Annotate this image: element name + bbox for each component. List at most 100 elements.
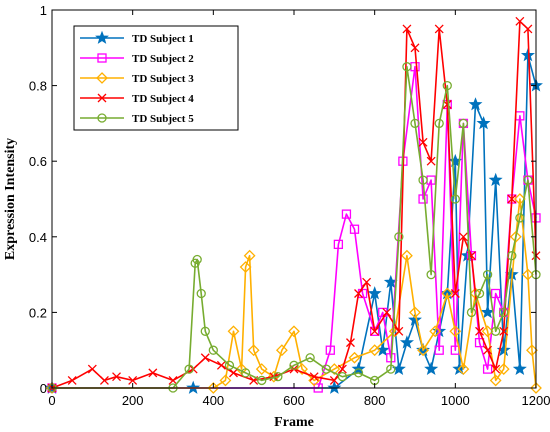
series-5-point [196, 288, 206, 299]
series-5-point [434, 118, 444, 129]
series-4-point [200, 353, 210, 363]
series-1-point [468, 97, 483, 111]
series-5-point [418, 175, 428, 185]
x-tick-label: 800 [364, 393, 386, 408]
series-3-point [530, 382, 542, 394]
series-5-point [321, 364, 331, 374]
series-5-point [208, 345, 218, 355]
series-5-point [386, 364, 396, 374]
legend-label: TD Subject 2 [132, 53, 194, 65]
series-4-point [434, 24, 444, 34]
series-1-point [488, 172, 503, 186]
legend-swatch-marker [97, 113, 107, 123]
x-tick-label: 1000 [441, 393, 470, 408]
legend-entry-4: TD Subject 4 [80, 93, 194, 105]
series-2-point [482, 364, 493, 374]
series-1-point [512, 361, 527, 375]
series-3-point [247, 344, 260, 357]
x-tick-label: 600 [283, 393, 305, 408]
series-4-point [370, 326, 380, 336]
series-1-point [476, 116, 491, 130]
series-4-point [499, 326, 509, 336]
series-4-point [346, 338, 355, 348]
series-1-line [52, 54, 537, 389]
series-3-point [429, 325, 442, 338]
series-4-point [458, 232, 468, 242]
series-3-point [288, 325, 300, 338]
series-5-point [394, 232, 404, 242]
series-5-point [482, 269, 493, 280]
series-5-point [474, 288, 485, 299]
series-5-point [257, 375, 267, 386]
series-1-point [327, 380, 342, 394]
series-4-point [112, 372, 121, 382]
series-4-point [475, 326, 484, 336]
y-tick-label: 0.2 [29, 305, 47, 320]
series-4-point [410, 43, 420, 53]
series-4-point [418, 137, 428, 147]
series-3-point [522, 268, 534, 281]
series-5-point [491, 326, 501, 336]
series-3-point [296, 363, 308, 376]
series-4-point [402, 24, 412, 34]
series-5-point [523, 175, 533, 185]
series-3-point [409, 306, 421, 319]
series-5-point [426, 269, 436, 280]
series-4 [47, 16, 541, 393]
series-4-point [523, 24, 533, 34]
series-4-point [309, 372, 319, 382]
series-4-point [515, 16, 525, 26]
series-4-point [354, 289, 363, 298]
series-5-point [507, 251, 517, 261]
series-3-point [348, 351, 361, 364]
series-3-point [481, 325, 494, 338]
series-4-point [148, 368, 158, 378]
series-1-point [424, 361, 439, 375]
series-5-point [184, 364, 194, 374]
series-2-point [333, 239, 344, 250]
series-3-line [52, 198, 537, 389]
series-layer [45, 16, 543, 394]
series-3-point [513, 193, 526, 205]
series-3-point [449, 325, 462, 338]
series-3-point [441, 287, 454, 300]
legend-swatch-marker [96, 72, 108, 84]
series-3-point [401, 249, 413, 262]
series-4-point [507, 194, 517, 204]
series-4-point [337, 364, 347, 374]
series-4-point [426, 156, 436, 166]
series-5 [47, 62, 541, 393]
series-5-line [52, 65, 537, 389]
legend-entry-3: TD Subject 3 [80, 72, 194, 85]
series-4-point [450, 289, 460, 298]
series-1-point [520, 48, 535, 62]
legend: TD Subject 1 TD Subject 2 TD Subject 3 TD S… [73, 25, 239, 131]
y-tick-label: 0.4 [29, 230, 47, 245]
x-tick-label: 200 [122, 393, 144, 408]
legend-label: TD Subject 1 [132, 33, 194, 45]
series-2-point [434, 345, 444, 355]
series-5-point [442, 80, 452, 91]
series-3-point [207, 382, 220, 394]
series-3-point [239, 261, 252, 273]
series-4-point [99, 375, 109, 385]
series-3-point [526, 344, 538, 357]
series-3-point [497, 363, 510, 376]
series-1-point [408, 312, 422, 326]
y-tick-label: 0.6 [29, 154, 47, 169]
series-4-point [128, 375, 138, 385]
series-1-point [399, 335, 414, 349]
series-2-point [418, 194, 428, 204]
series-2-point [491, 288, 501, 299]
legend-swatch-marker [97, 93, 107, 103]
legend-entry-1: TD Subject 1 [80, 30, 194, 45]
series-5-point [499, 307, 509, 318]
series-5-point [273, 372, 283, 382]
series-4-point [483, 345, 493, 355]
series-3-point [227, 325, 240, 338]
legend-entry-2: TD Subject 2 [80, 53, 194, 65]
series-2-point [349, 224, 360, 234]
x-tick-label: 400 [202, 393, 224, 408]
series-5-point [200, 326, 210, 336]
